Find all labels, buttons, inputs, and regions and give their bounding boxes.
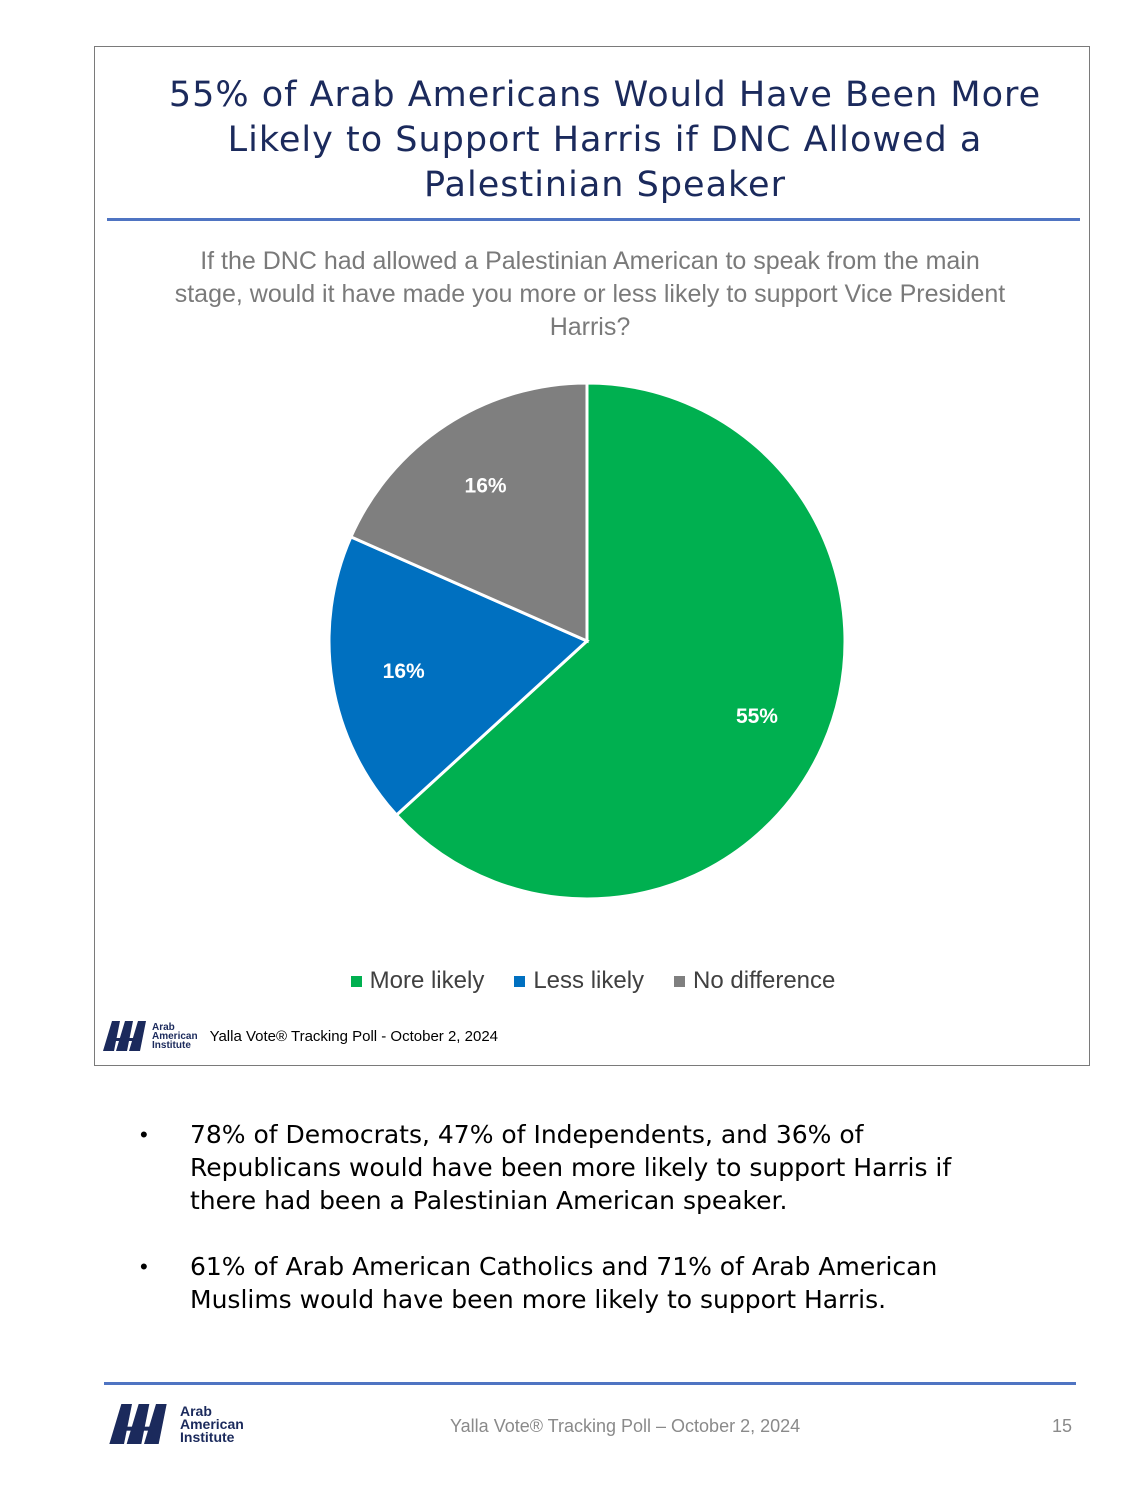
chart-frame: 55% of Arab Americans Would Have Been Mo… bbox=[94, 46, 1090, 1066]
legend-swatch bbox=[674, 975, 686, 987]
chart-source: Arab American Institute Yalla Vote® Trac… bbox=[103, 1021, 498, 1051]
bullet-marker: • bbox=[140, 1254, 148, 1279]
aai-logo: Arab American Institute bbox=[103, 1021, 198, 1051]
bullet-list: • 78% of Democrats, 47% of Independents,… bbox=[140, 1118, 1040, 1349]
bullet-text: 61% of Arab American Catholics and 71% o… bbox=[190, 1252, 938, 1314]
source-note: Yalla Vote® Tracking Poll - October 2, 2… bbox=[209, 1027, 499, 1045]
aai-logo-text: Arab American Institute bbox=[152, 1021, 198, 1051]
pie-slice-less-likely bbox=[327, 534, 590, 818]
bullet-text: 78% of Democrats, 47% of Independents, a… bbox=[190, 1120, 952, 1215]
chart-legend: More likely Less likely No difference bbox=[95, 967, 1091, 995]
pie-slice-more-likely bbox=[394, 381, 847, 901]
bullet-marker: • bbox=[140, 1122, 148, 1147]
data-label: 16% bbox=[465, 474, 507, 497]
aai-logo-icon bbox=[109, 1404, 167, 1444]
data-label: 55% bbox=[736, 705, 778, 728]
data-label: 16% bbox=[383, 660, 425, 683]
pie-slice-no-difference bbox=[348, 381, 589, 644]
footer-source: Yalla Vote® Tracking Poll – October 2, 2… bbox=[450, 1416, 801, 1436]
aai-logo-text: Arab American Institute bbox=[180, 1402, 244, 1445]
page-number: 15 bbox=[1052, 1416, 1073, 1436]
legend-item: No difference bbox=[674, 967, 835, 995]
legend-item: Less likely bbox=[514, 967, 644, 995]
chart-title: 55% of Arab Americans Would Have Been Mo… bbox=[168, 75, 1042, 205]
aai-logo-icon bbox=[103, 1021, 146, 1051]
footer-logo: Arab American Institute bbox=[104, 1404, 244, 1444]
legend-item: More likely bbox=[350, 967, 485, 995]
bullet-item: • 61% of Arab American Catholics and 71%… bbox=[140, 1250, 1040, 1316]
footer-divider bbox=[104, 1382, 1076, 1385]
survey-question: If the DNC had allowed a Palestinian Ame… bbox=[174, 247, 1006, 341]
legend-swatch bbox=[514, 975, 526, 987]
legend-label: Less likely bbox=[533, 967, 645, 994]
bullet-item: • 78% of Democrats, 47% of Independents,… bbox=[140, 1118, 1040, 1217]
legend-swatch bbox=[350, 975, 362, 987]
legend-label: No difference bbox=[693, 967, 836, 994]
pie-chart: 55% 16% 16% bbox=[327, 381, 847, 901]
legend-label: More likely bbox=[369, 967, 485, 994]
title-divider bbox=[107, 218, 1080, 221]
